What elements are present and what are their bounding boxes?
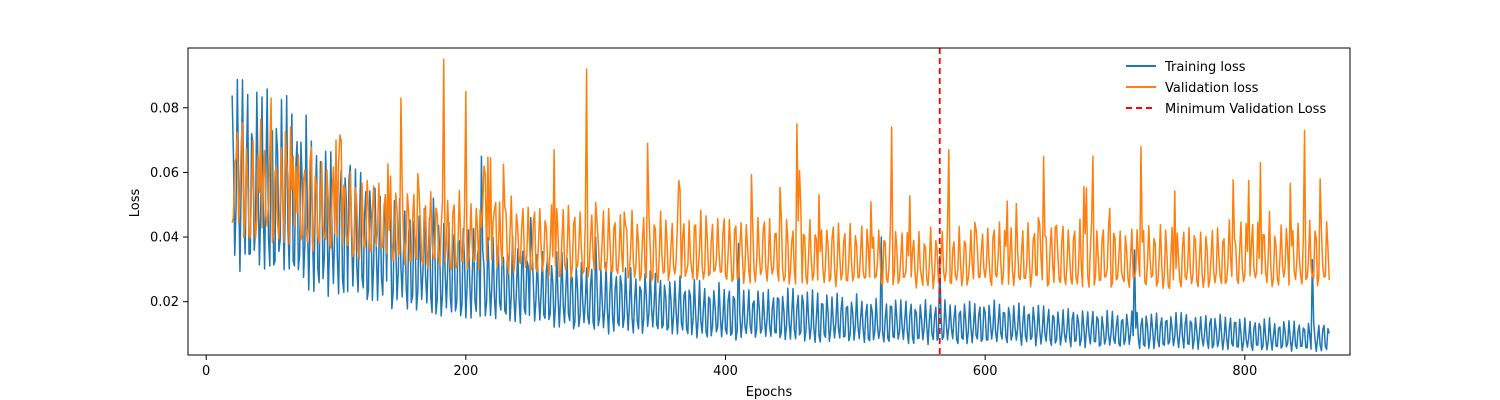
x-tick-label: 800 <box>1232 364 1257 379</box>
legend-label-training: Training loss <box>1164 60 1246 75</box>
x-tick-label: 0 <box>202 364 210 379</box>
y-axis-label: Loss <box>128 189 143 218</box>
legend-label-min-val: Minimum Validation Loss <box>1165 102 1326 117</box>
validation-loss-line <box>231 58 1330 290</box>
x-axis: 0 200 400 600 800 <box>202 355 1257 379</box>
x-tick-label: 200 <box>453 364 478 379</box>
y-tick-label: 0.06 <box>150 166 179 181</box>
plot-area <box>231 48 1330 355</box>
y-tick-label: 0.02 <box>150 295 179 310</box>
axes-frame <box>187 47 1351 356</box>
x-tick-label: 400 <box>713 364 738 379</box>
y-tick-label: 0.04 <box>150 231 179 246</box>
y-tick-label: 0.08 <box>150 101 179 116</box>
legend: Training loss Validation loss Minimum Va… <box>1126 60 1326 117</box>
x-axis-label: Epochs <box>746 385 793 400</box>
x-tick-label: 600 <box>973 364 998 379</box>
y-axis: 0.02 0.04 0.06 0.08 <box>150 101 188 310</box>
legend-label-validation: Validation loss <box>1165 81 1259 96</box>
